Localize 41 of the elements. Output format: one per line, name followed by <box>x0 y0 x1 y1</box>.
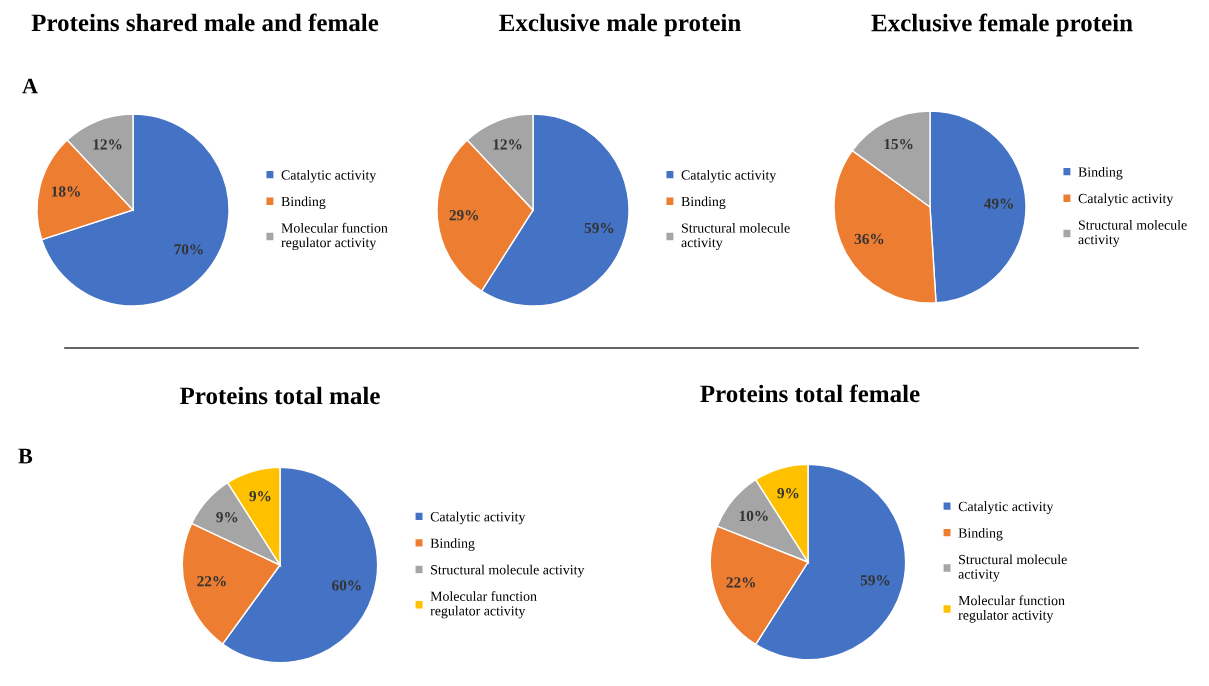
legend-label: Binding <box>281 196 326 210</box>
data-label: 59% <box>860 575 890 586</box>
legend-label: Structural molecule activity <box>431 564 585 578</box>
data-label: 18% <box>52 186 80 197</box>
data-label: 9% <box>249 491 271 502</box>
data-label: 15% <box>884 138 913 150</box>
chart-title: Proteins shared male and female <box>31 13 379 32</box>
data-label: 49% <box>984 198 1013 209</box>
data-label: 22% <box>197 575 226 587</box>
text: B <box>18 448 33 464</box>
legend-label: Molecular function regulator activity <box>430 591 537 619</box>
data-label: 36% <box>854 233 884 245</box>
legend-label: Binding <box>1078 166 1123 180</box>
legend-label: Catalytic activity <box>1078 193 1174 207</box>
chart-title: Proteins total female <box>700 384 920 403</box>
data-label: 29% <box>449 210 479 221</box>
legend-label: Binding <box>958 527 1003 541</box>
legend-label: Molecular function regulator activity <box>281 222 388 251</box>
legend-label: Structural molecule activity <box>1078 219 1187 248</box>
legend-label: Catalytic activity <box>430 511 526 525</box>
legend-label: Catalytic activity <box>958 501 1054 515</box>
legend-label: Binding <box>430 538 475 551</box>
text: A <box>22 78 38 94</box>
legend-label: Catalytic activity <box>281 169 377 183</box>
data-label: 59% <box>584 222 614 234</box>
legend-label: Structural molecule activity <box>958 554 1067 582</box>
data-label: 22% <box>726 577 756 588</box>
data-label: 9% <box>216 512 238 523</box>
legend-label: Binding <box>681 196 726 210</box>
data-label: 12% <box>493 139 522 150</box>
data-label: 70% <box>174 244 203 255</box>
chart-title: Exclusive female protein <box>871 13 1133 37</box>
data-label: 10% <box>739 510 768 522</box>
data-label: 60% <box>332 580 361 591</box>
data-label: 9% <box>777 488 799 499</box>
chart-title: Proteins total male <box>179 386 380 405</box>
chart-title: Exclusive male protein <box>499 13 741 37</box>
legend-label: Molecular function regulator activity <box>958 595 1065 623</box>
legend-label: Catalytic activity <box>681 169 777 183</box>
data-label: 12% <box>93 139 122 150</box>
legend-label: Structural molecule activity <box>681 222 790 251</box>
